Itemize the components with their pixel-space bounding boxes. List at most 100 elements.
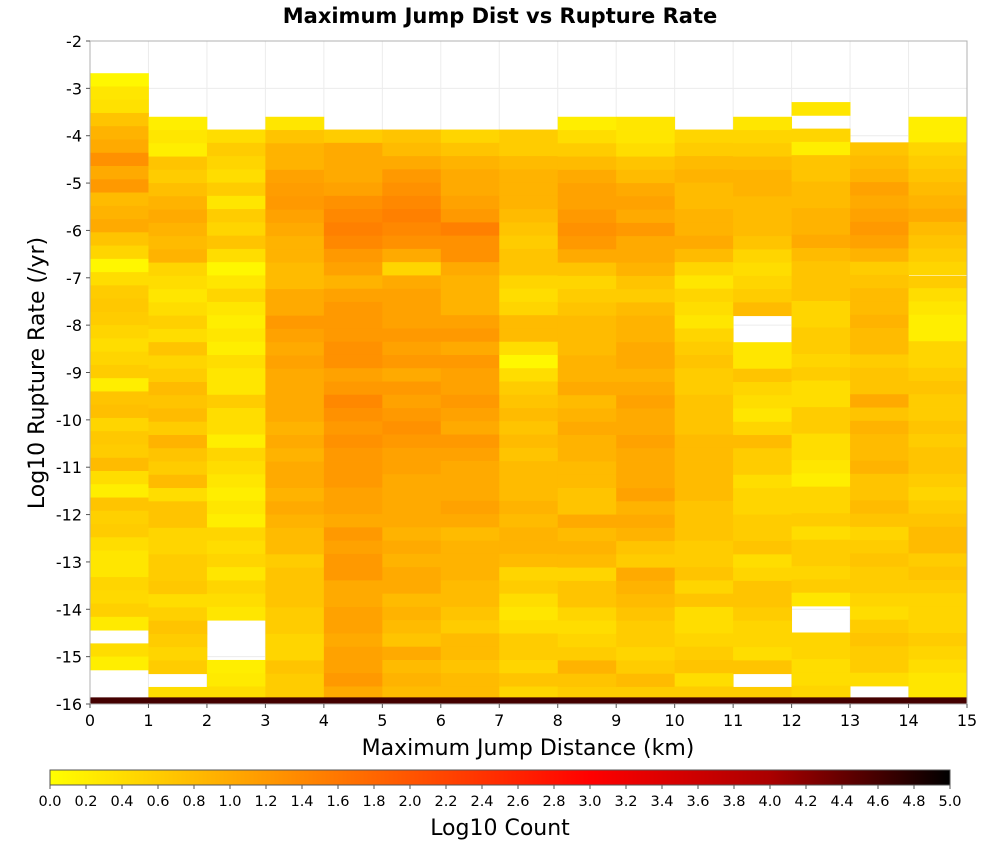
heatmap-cell [90, 351, 149, 366]
heatmap-cell [499, 328, 559, 343]
heatmap-cell [148, 143, 208, 157]
heatmap-cell [499, 368, 559, 382]
heatmap-cell [323, 646, 383, 661]
heatmap-cell [616, 620, 676, 635]
heatmap-cell [791, 261, 851, 275]
heatmap-cell [323, 540, 383, 555]
heatmap-cell [908, 130, 968, 144]
heatmap-cell [674, 156, 734, 170]
heatmap-cell [90, 99, 149, 114]
x-tick-label: 3 [260, 711, 270, 730]
heatmap-cell [265, 620, 325, 635]
heatmap-cell [382, 580, 442, 595]
heatmap-cell [440, 394, 500, 409]
heatmap-cell [499, 354, 559, 369]
heatmap-cell [265, 567, 325, 582]
heatmap-cell [90, 338, 149, 353]
heatmap-cell [908, 526, 968, 541]
heatmap-cell [382, 341, 442, 356]
heatmap-cell [382, 209, 442, 223]
heatmap-cell [557, 130, 617, 144]
heatmap-cell [206, 461, 266, 475]
y-tick-label: -5 [66, 174, 82, 193]
heatmap-cell [440, 209, 500, 223]
heatmap-cell [206, 434, 266, 449]
heatmap-cell [908, 553, 968, 568]
heatmap-cell [265, 647, 325, 661]
heatmap-cell [323, 222, 383, 237]
heatmap-cell [90, 444, 149, 459]
x-tick-label: 13 [840, 711, 860, 730]
heatmap-cell [499, 673, 559, 687]
heatmap-cell [791, 314, 851, 328]
heatmap-cell [148, 196, 208, 210]
heatmap-cell [850, 327, 909, 342]
heatmap-cell [382, 129, 442, 144]
colorbar-label: Log10 Count [430, 816, 570, 841]
heatmap-cell [557, 342, 617, 356]
heatmap-cell [674, 633, 734, 648]
heatmap-cell [90, 404, 149, 419]
heatmap-cell [733, 368, 792, 383]
heatmap-cell [206, 209, 266, 223]
heatmap-cell [440, 593, 500, 608]
heatmap-cell [323, 315, 383, 329]
heatmap-cell [265, 633, 325, 648]
colorbar-tick-label: 2.2 [434, 794, 457, 810]
heatmap-cell [323, 156, 383, 170]
heatmap-cell [850, 447, 909, 461]
heatmap-cell [499, 593, 559, 608]
heatmap-cell [733, 527, 792, 542]
heatmap-cell [499, 408, 559, 422]
colorbar-tick-label: 1.4 [290, 794, 313, 810]
heatmap-cell [557, 395, 617, 409]
colorbar-tick-label: 0.6 [146, 794, 169, 810]
heatmap-cell [206, 235, 266, 250]
heatmap-cell [499, 447, 559, 462]
heatmap-cell [850, 195, 909, 210]
heatmap-cell [148, 488, 208, 502]
heatmap-cell [850, 274, 909, 289]
heatmap-cell [323, 328, 383, 343]
heatmap-cell [557, 262, 617, 277]
heatmap-cell [206, 195, 266, 210]
heatmap-cell [206, 381, 266, 396]
heatmap-cell [733, 395, 792, 409]
heatmap-cell [850, 460, 909, 475]
heatmap-cell [440, 129, 500, 144]
heatmap-cell [557, 594, 617, 608]
heatmap-cell [90, 86, 149, 101]
heatmap-cell [791, 552, 851, 567]
heatmap-cell [557, 474, 617, 489]
heatmap-cell [908, 248, 968, 263]
heatmap-cell [616, 169, 676, 184]
heatmap-cell [791, 473, 851, 488]
heatmap-cell [616, 673, 676, 688]
heatmap-cell [265, 527, 325, 542]
colorbar-tick-label: 2.0 [398, 794, 421, 810]
heatmap-cell [557, 514, 617, 529]
y-axis: -2 -3 -4 -5 -6 -7 -8 -9 -10 -11 -12 -13 -14 -15 -16 [56, 32, 90, 714]
heatmap-cell [440, 487, 500, 502]
heatmap-cell [265, 236, 325, 250]
heatmap-cell [382, 222, 442, 237]
heatmap-cell [206, 315, 266, 329]
heatmap-cell [616, 408, 676, 423]
heatmap-cell [499, 421, 559, 435]
heatmap-cell [499, 527, 559, 542]
heatmap-cell [265, 183, 325, 197]
heatmap-cell [440, 474, 500, 488]
heatmap-cell [850, 500, 909, 515]
heatmap-cell [382, 169, 442, 183]
heatmap-cell [557, 196, 617, 210]
heatmap-cell [90, 656, 149, 671]
heatmap-cell [850, 142, 909, 157]
heatmap-cell [206, 328, 266, 343]
heatmap-cell [148, 501, 208, 515]
heatmap-cell [791, 181, 851, 196]
x-tick-label: 8 [553, 711, 563, 730]
heatmap-cell [557, 673, 617, 688]
heatmap-cell [674, 182, 734, 197]
heatmap-cell [791, 327, 851, 342]
heatmap-cell [850, 367, 909, 382]
